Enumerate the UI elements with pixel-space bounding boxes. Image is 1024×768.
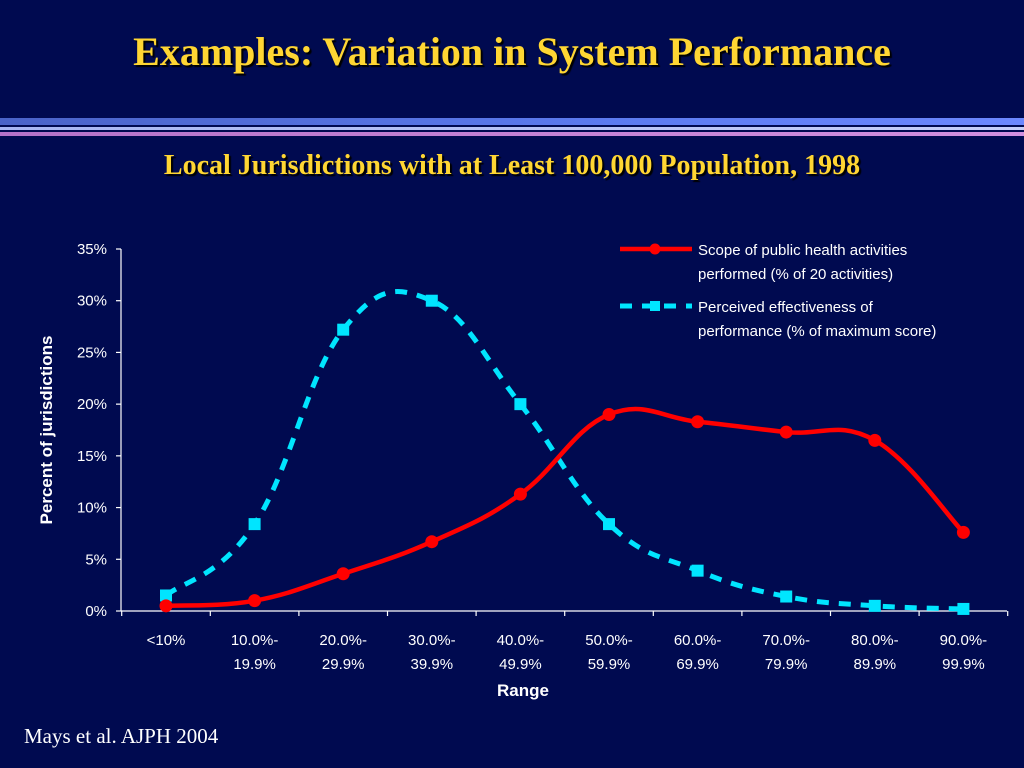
- series-scope-line: [163, 406, 966, 609]
- series-effectiveness-point: [425, 294, 438, 307]
- chart-title: Local Jurisdictions with at Least 100,00…: [163, 150, 861, 181]
- citation: Mays et al. AJPH 2004: [24, 724, 219, 748]
- series-effectiveness-point: [603, 518, 615, 531]
- y-tick-label: 25%: [77, 344, 107, 361]
- slide-title: Examples: Variation in System Performanc…: [133, 29, 891, 74]
- x-tick-label: 90.0%-: [940, 632, 988, 649]
- x-tick-label: 30.0%-: [408, 632, 456, 649]
- legend-label: Perceived effectiveness of: [698, 299, 874, 316]
- legend-swatch-marker: [650, 301, 660, 311]
- series-scope-point: [691, 415, 705, 429]
- y-axis-title: Percent of jurisdictions: [37, 336, 56, 525]
- x-tick-label: 49.9%: [499, 656, 542, 673]
- series-effectiveness-point: [514, 398, 527, 411]
- y-tick-label: 5%: [85, 551, 107, 568]
- y-tick-label: 15%: [77, 448, 107, 465]
- title-divider-band: [0, 127, 1024, 130]
- x-tick-label: 29.9%: [322, 656, 365, 673]
- series-effectiveness-point: [691, 564, 704, 577]
- series-scope-point: [336, 567, 350, 581]
- y-tick-label: 10%: [77, 500, 107, 517]
- series-effectiveness-group: [160, 289, 970, 615]
- x-tick-label: 39.9%: [411, 656, 454, 673]
- x-tick-label: 70.0%-: [762, 632, 810, 649]
- x-axis-title: Range: [497, 681, 549, 700]
- x-tick-label: 80.0%-: [851, 632, 899, 649]
- x-tick-label: 60.0%-: [674, 632, 722, 649]
- legend-label: performed (% of 20 activities): [698, 266, 893, 283]
- title-divider-band: [0, 132, 1024, 136]
- legend-label: performance (% of maximum score): [698, 323, 936, 340]
- series-scope-point: [956, 525, 970, 539]
- y-tick-label: 20%: [77, 396, 107, 413]
- series-effectiveness-point: [160, 589, 172, 602]
- y-tick-label: 30%: [77, 293, 107, 310]
- series-effectiveness-point: [957, 602, 970, 615]
- x-tick-label: 99.9%: [942, 656, 985, 673]
- series-scope-point: [868, 433, 882, 447]
- series-scope-point: [602, 407, 616, 421]
- series-scope-point: [425, 535, 439, 549]
- series-effectiveness-point: [248, 518, 261, 531]
- x-tick-label: 89.9%: [854, 656, 897, 673]
- title-divider-band: [0, 118, 1024, 125]
- y-tick-label: 35%: [77, 241, 107, 258]
- series-effectiveness-point: [780, 590, 793, 603]
- x-tick-label: <10%: [147, 632, 186, 649]
- x-tick-label: 59.9%: [588, 656, 631, 673]
- x-tick-label: 79.9%: [765, 656, 808, 673]
- series-effectiveness-point: [868, 599, 881, 612]
- y-tick-label: 0%: [85, 603, 107, 620]
- x-tick-label: 19.9%: [233, 656, 276, 673]
- series-scope-point: [248, 594, 262, 608]
- legend-label: Scope of public health activities: [698, 242, 907, 259]
- legend: Scope of public health activities perform…: [620, 242, 936, 340]
- series-scope-point: [513, 487, 527, 501]
- line-chart: 0% 5% 10% 15% 20% 25% 30% 35% <10% 10.0%- 19.9% 20.…: [37, 241, 1009, 700]
- series-scope-point: [779, 425, 793, 439]
- x-tick-label: 20.0%-: [319, 632, 367, 649]
- x-tick-label: 10.0%-: [231, 632, 279, 649]
- x-tick-label: 69.9%: [676, 656, 719, 673]
- legend-swatch-marker: [649, 243, 661, 255]
- x-tick-label: 50.0%-: [585, 632, 633, 649]
- series-scope-point: [159, 599, 173, 613]
- series-effectiveness-line: [164, 289, 964, 612]
- series-effectiveness-point: [337, 323, 350, 336]
- x-tick-label: 40.0%-: [497, 632, 545, 649]
- series-scope-group: [159, 406, 970, 613]
